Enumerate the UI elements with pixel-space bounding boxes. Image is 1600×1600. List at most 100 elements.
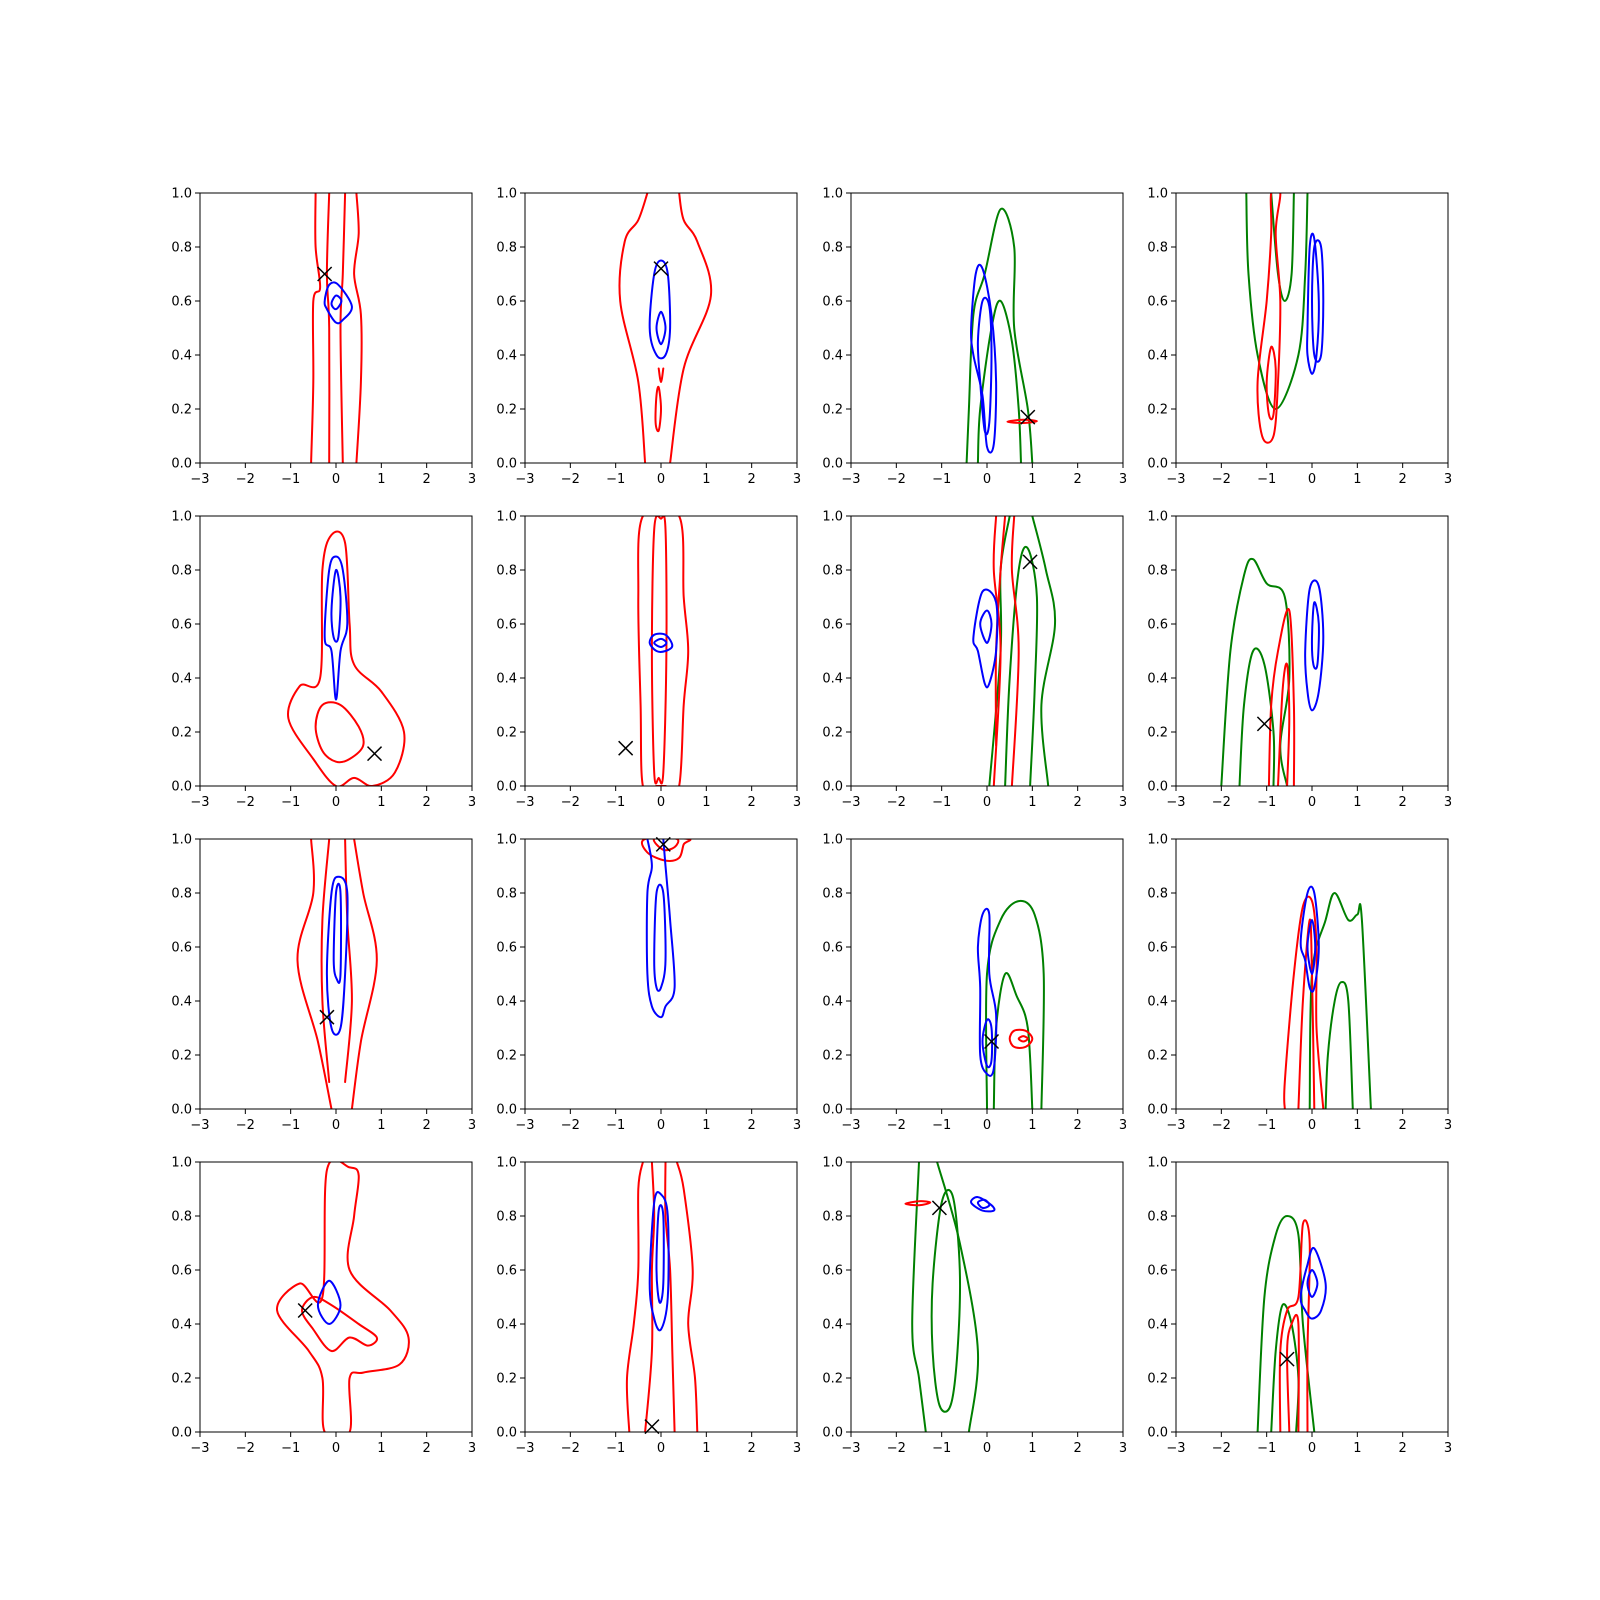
x-tick-label: −3 (1166, 795, 1185, 810)
x-tick-label: −2 (887, 1118, 906, 1133)
y-tick-label: 0.0 (171, 457, 192, 472)
green-contour (1270, 193, 1295, 302)
y-tick-label: 0.2 (171, 1049, 192, 1064)
x-tick-label: 2 (1399, 1441, 1407, 1456)
y-tick-label: 0.8 (1147, 241, 1168, 256)
blue-contour (981, 1018, 994, 1069)
contour-group (976, 899, 1045, 1109)
y-tick-label: 0.4 (496, 349, 517, 364)
y-tick-label: 0.4 (822, 672, 843, 687)
red-contour (287, 530, 406, 786)
x-tick-label: 2 (423, 1441, 431, 1456)
contour-group (310, 193, 363, 463)
blue-contour (1304, 579, 1325, 712)
y-tick-label: 0.4 (171, 995, 192, 1010)
x-tick-label: −2 (561, 472, 580, 487)
x-tick-label: 0 (983, 1441, 991, 1456)
subplot-14: −3 −2 −1 0 1 2 3 0.0 0.2 0.4 0.6 0.8 1.0 (496, 1156, 801, 1457)
x-tick-label: −2 (1212, 472, 1231, 487)
red-contour (1278, 1219, 1311, 1432)
x-tick-label: −3 (1166, 472, 1185, 487)
x-tick-label: 3 (468, 1118, 476, 1133)
red-contour (637, 516, 690, 786)
x-marker (1020, 409, 1036, 425)
x-tick-label: −1 (1257, 795, 1276, 810)
red-contour (618, 193, 649, 463)
x-tick-label: 0 (332, 795, 340, 810)
x-tick-label: −3 (1166, 1118, 1185, 1133)
x-tick-label: 1 (377, 1118, 385, 1133)
y-tick-label: 1.0 (1147, 833, 1168, 848)
contour-group (972, 516, 1057, 786)
y-tick-label: 0.2 (1147, 1372, 1168, 1387)
y-tick-label: 1.0 (1147, 187, 1168, 202)
x-marker (319, 1009, 335, 1025)
contour-group (904, 1162, 996, 1432)
y-tick-label: 1.0 (496, 1156, 517, 1171)
x-tick-label: 3 (1119, 795, 1127, 810)
red-contour (1256, 193, 1282, 444)
x-marker (317, 266, 333, 282)
blue-contour (325, 875, 349, 1036)
x-marker (297, 1302, 313, 1319)
y-tick-label: 0.2 (1147, 726, 1168, 741)
x-tick-label: −3 (841, 1118, 860, 1133)
x-marker (1022, 554, 1038, 570)
blue-contour (653, 637, 668, 648)
x-tick-label: 3 (468, 795, 476, 810)
y-tick-label: 0.6 (1147, 1264, 1168, 1279)
x-tick-label: 0 (983, 795, 991, 810)
y-tick-label: 0.2 (1147, 1049, 1168, 1064)
blue-contour (979, 609, 993, 644)
red-contour (310, 193, 322, 463)
green-contour (936, 1162, 980, 1432)
x-tick-label: 2 (748, 795, 756, 810)
x-tick-label: 1 (702, 472, 710, 487)
green-contour (930, 1189, 962, 1413)
x-tick-label: 0 (657, 795, 665, 810)
y-tick-label: 0.0 (1147, 780, 1168, 795)
red-contour (1265, 345, 1277, 421)
green-contour (1031, 516, 1057, 786)
x-tick-label: −2 (561, 1441, 580, 1456)
y-tick-label: 0.6 (822, 1264, 843, 1279)
y-tick-label: 1.0 (496, 833, 517, 848)
x-tick-label: −2 (887, 472, 906, 487)
y-tick-label: 1.0 (171, 1156, 192, 1171)
x-tick-label: 1 (1353, 472, 1361, 487)
y-tick-label: 0.8 (1147, 1210, 1168, 1225)
contour-group (276, 1162, 410, 1432)
x-tick-label: 1 (1028, 472, 1036, 487)
x-tick-label: 1 (1028, 795, 1036, 810)
axes-frame (850, 192, 1124, 464)
x-tick-label: 3 (793, 1118, 801, 1133)
y-tick-label: 0.6 (171, 941, 192, 956)
x-marker (644, 1419, 660, 1435)
y-tick-label: 0.4 (1147, 349, 1168, 364)
subplot-7: −3 −2 −1 0 1 2 3 0.0 0.2 0.4 0.6 0.8 1.0 (822, 510, 1127, 811)
x-tick-label: −3 (515, 472, 534, 487)
y-tick-label: 0.2 (822, 403, 843, 418)
y-tick-label: 1.0 (822, 510, 843, 525)
blue-contour (1311, 239, 1325, 363)
x-tick-label: −2 (1212, 1441, 1231, 1456)
x-tick-label: 2 (748, 1118, 756, 1133)
contour-group (965, 207, 1038, 463)
subplot-10: −3 −2 −1 0 1 2 3 0.0 0.2 0.4 0.6 0.8 1.0 (496, 833, 801, 1134)
blue-contour (976, 1198, 991, 1209)
x-tick-label: −1 (606, 472, 625, 487)
x-tick-label: −2 (561, 795, 580, 810)
red-contour (1010, 516, 1020, 786)
y-tick-label: 0.0 (822, 457, 843, 472)
x-tick-label: 3 (468, 1441, 476, 1456)
x-tick-label: 0 (657, 1441, 665, 1456)
x-tick-label: −1 (1257, 1118, 1276, 1133)
blue-contour (648, 259, 672, 360)
x-tick-label: 2 (423, 1118, 431, 1133)
x-tick-label: −3 (841, 472, 860, 487)
green-contour (1238, 647, 1276, 786)
y-tick-label: 0.0 (171, 780, 192, 795)
x-tick-label: −3 (190, 1441, 209, 1456)
x-tick-label: −1 (606, 1441, 625, 1456)
y-tick-label: 0.8 (496, 887, 517, 902)
